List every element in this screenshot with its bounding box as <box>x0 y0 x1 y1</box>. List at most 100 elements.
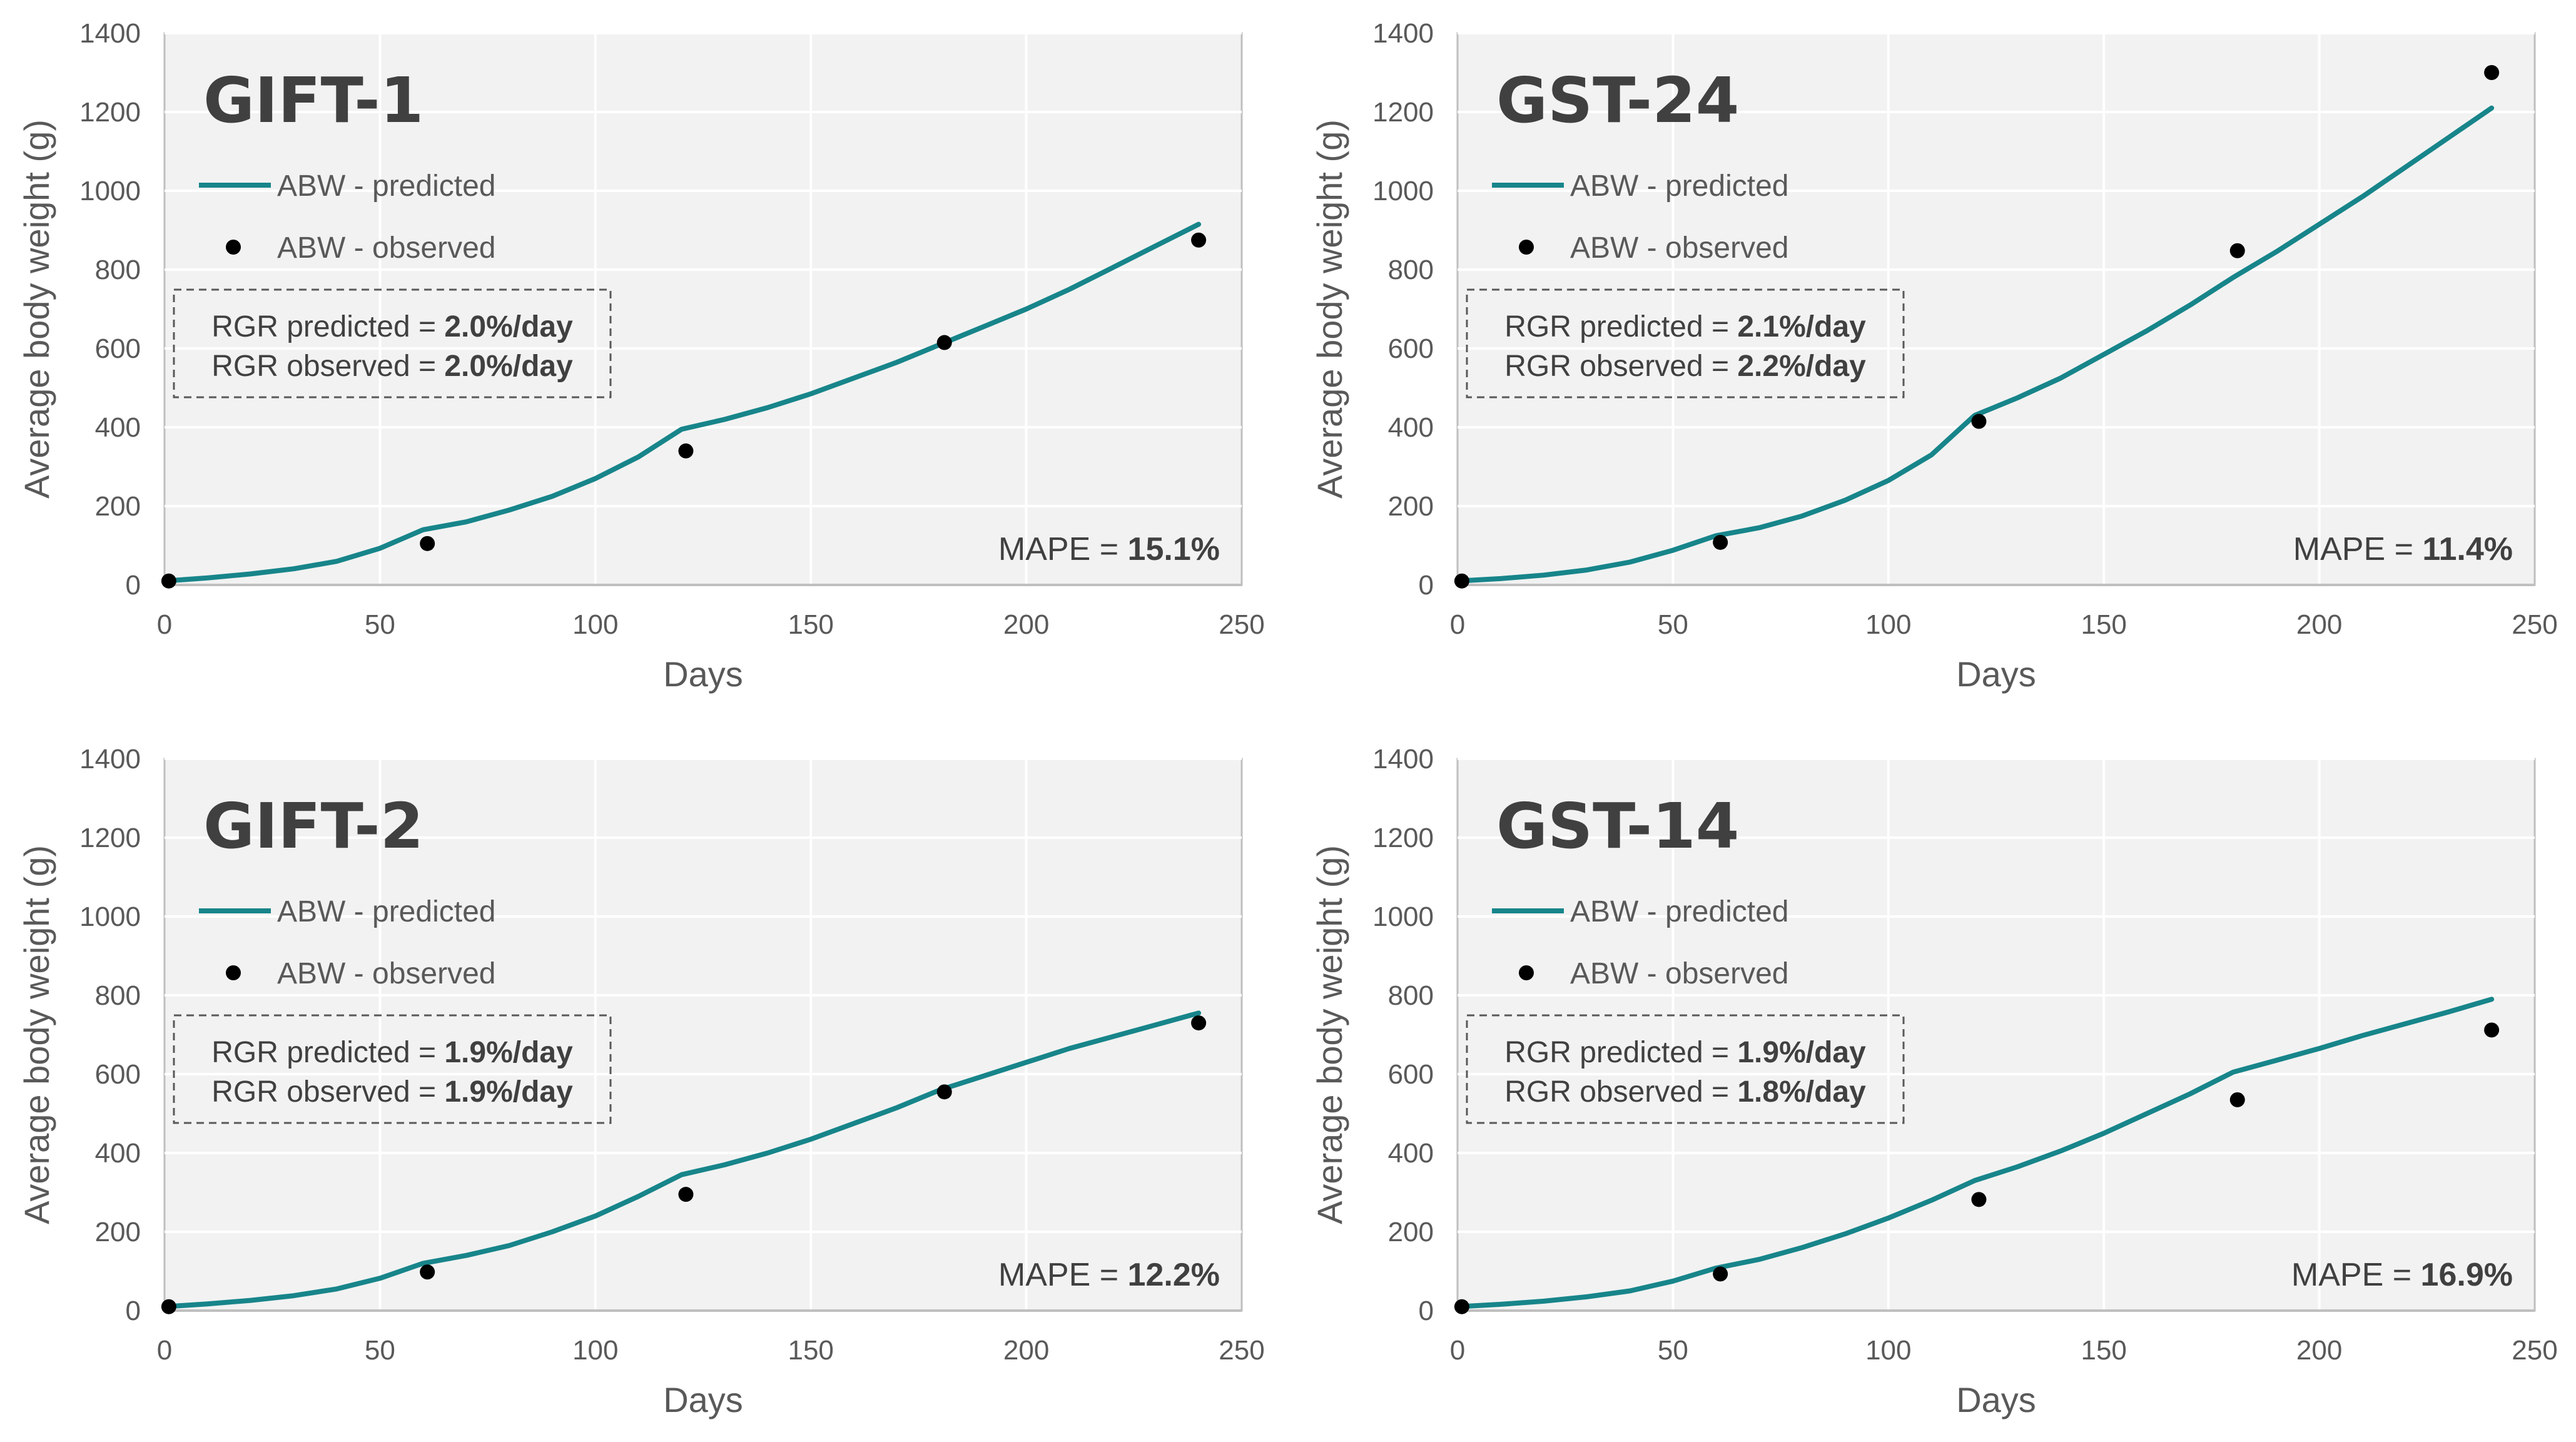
rgr-observed-label: RGR observed = <box>211 1075 444 1109</box>
y-tick-label: 400 <box>1388 412 1434 443</box>
rgr-box <box>1466 1014 1905 1124</box>
legend-marker-swatch <box>226 965 241 980</box>
y-tick-label: 800 <box>1388 255 1434 285</box>
rgr-predicted-value: 1.9%/day <box>444 1036 573 1069</box>
x-tick-label: 50 <box>365 609 395 640</box>
x-tick-label: 200 <box>1003 609 1049 640</box>
x-tick-label: 150 <box>788 1335 833 1366</box>
legend-predicted-label: ABW - predicted <box>1570 170 1788 203</box>
mape-annotation: MAPE = 12.2% <box>998 1257 1220 1293</box>
observed-point <box>161 1299 176 1314</box>
panel-title: GIFT-2 <box>203 790 423 863</box>
legend-predicted-label: ABW - predicted <box>1570 895 1788 928</box>
rgr-predicted: RGR predicted = 2.1%/day <box>1504 310 1866 343</box>
x-tick-label: 100 <box>572 1335 618 1366</box>
y-tick-label: 0 <box>126 570 141 601</box>
legend-observed-label: ABW - observed <box>1570 957 1788 990</box>
rgr-observed-value: 1.9%/day <box>444 1075 573 1109</box>
mape-value: 11.4% <box>2422 531 2513 567</box>
mape-label: MAPE = <box>2291 1257 2421 1293</box>
mape-label: MAPE = <box>2293 531 2423 567</box>
y-tick-label: 1200 <box>79 97 141 128</box>
x-tick-label: 100 <box>572 609 618 640</box>
x-axis-title: Days <box>663 654 743 694</box>
legend-marker-swatch <box>1519 965 1534 980</box>
predicted-series-line <box>162 1010 1202 1309</box>
predicted-series-line <box>1455 997 2495 1309</box>
chart-panel-2: 0 200 400 600 800 1000 1200 1400 0 50 100 150 200 250… <box>1310 18 2558 694</box>
chart-panel-4: 0 200 400 600 800 1000 1200 1400 0 50 100 150 200 250… <box>1310 744 2558 1419</box>
y-tick-label: 1000 <box>79 176 141 206</box>
x-tick-label: 250 <box>2512 609 2557 640</box>
y-tick-label: 0 <box>1419 570 1434 601</box>
x-tick-label: 200 <box>2296 1335 2342 1366</box>
observed-point <box>936 335 952 350</box>
rgr-box <box>173 1014 612 1124</box>
rgr-predicted: RGR predicted = 1.9%/day <box>1504 1036 1866 1069</box>
x-tick-label: 250 <box>1219 1335 1264 1366</box>
mape-value: 12.2% <box>1128 1257 1220 1293</box>
y-tick-label: 400 <box>95 412 141 443</box>
y-tick-label: 600 <box>95 1059 141 1090</box>
x-tick-label: 200 <box>2296 609 2342 640</box>
observed-point <box>1454 1299 1469 1314</box>
x-axis-title: Days <box>663 1380 743 1419</box>
y-tick-label: 800 <box>1388 980 1434 1011</box>
y-tick-label: 200 <box>95 1217 141 1247</box>
rgr-predicted-label: RGR predicted = <box>211 310 444 343</box>
panel-title: GST-24 <box>1496 64 1739 137</box>
y-axis-title: Average body weight (g) <box>17 119 56 499</box>
y-axis-title: Average body weight (g) <box>1310 845 1349 1224</box>
observed-point <box>1191 232 1207 248</box>
rgr-observed-label: RGR observed = <box>1504 1075 1737 1109</box>
y-tick-label: 400 <box>95 1138 141 1169</box>
y-tick-label: 200 <box>1388 1217 1434 1247</box>
rgr-predicted-value: 1.9%/day <box>1737 1036 1866 1069</box>
observed-point <box>678 443 694 459</box>
observed-point <box>678 1187 694 1202</box>
y-tick-label: 1400 <box>79 18 141 49</box>
observed-point <box>2484 65 2500 80</box>
y-tick-label: 600 <box>1388 333 1434 364</box>
rgr-predicted-value: 2.1%/day <box>1737 310 1866 343</box>
rgr-box <box>173 288 612 399</box>
mape-value: 15.1% <box>1128 531 1220 567</box>
rgr-observed-value: 1.8%/day <box>1737 1075 1866 1109</box>
plot-area <box>163 32 1243 586</box>
y-tick-label: 1000 <box>79 901 141 932</box>
rgr-observed-value: 2.2%/day <box>1737 350 1866 383</box>
rgr-predicted: RGR predicted = 2.0%/day <box>211 310 573 343</box>
predicted-series-line <box>162 221 1202 584</box>
y-axis-title: Average body weight (g) <box>17 845 56 1224</box>
x-tick-label: 100 <box>1865 1335 1911 1366</box>
x-axis-title: Days <box>1956 1380 2036 1419</box>
y-tick-label: 200 <box>1388 491 1434 522</box>
rgr-observed-value: 2.0%/day <box>444 350 573 383</box>
x-tick-label: 50 <box>1658 609 1688 640</box>
x-axis-title: Days <box>1956 654 2036 694</box>
legend-marker-swatch <box>226 240 241 255</box>
x-tick-label: 0 <box>157 1335 172 1366</box>
x-tick-label: 100 <box>1865 609 1911 640</box>
x-tick-label: 150 <box>788 609 833 640</box>
y-tick-label: 600 <box>95 333 141 364</box>
observed-point <box>936 1084 952 1100</box>
rgr-observed: RGR observed = 2.0%/day <box>211 350 573 383</box>
rgr-observed-label: RGR observed = <box>211 350 444 383</box>
mape-label: MAPE = <box>998 1257 1128 1293</box>
mape-label: MAPE = <box>998 531 1128 567</box>
chart-panel-1: 0 200 400 600 800 1000 1200 1400 0 50 100 150 200 250… <box>17 18 1265 694</box>
observed-point <box>1971 414 1987 429</box>
y-tick-label: 1200 <box>79 823 141 853</box>
x-tick-label: 150 <box>2081 609 2126 640</box>
rgr-observed: RGR observed = 2.2%/day <box>1504 350 1866 383</box>
observed-point <box>1191 1015 1207 1031</box>
rgr-predicted: RGR predicted = 1.9%/day <box>211 1036 573 1069</box>
observed-point <box>2229 243 2245 258</box>
y-tick-label: 1400 <box>79 744 141 774</box>
observed-point <box>2484 1022 2500 1038</box>
rgr-predicted-label: RGR predicted = <box>1504 1036 1737 1069</box>
plot-area <box>163 758 1243 1312</box>
observed-point <box>1713 534 1728 550</box>
x-tick-label: 250 <box>1219 609 1264 640</box>
